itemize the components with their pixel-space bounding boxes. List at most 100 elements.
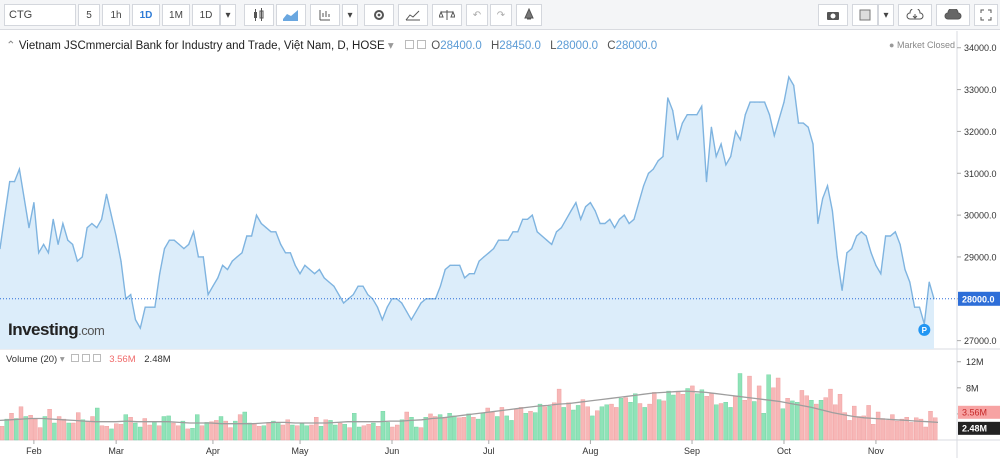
volume-bar <box>328 420 333 441</box>
price-tick-label: 31000.0 <box>964 169 997 179</box>
market-status-text: Market Closed <box>896 40 955 50</box>
volume-bar <box>775 377 781 441</box>
brand-suffix: .com <box>78 323 105 338</box>
volume-bar <box>580 399 586 441</box>
area-chart-icon[interactable] <box>276 4 306 26</box>
price-point <box>420 302 422 304</box>
volume-bar <box>333 424 338 441</box>
indicators-chevron-icon[interactable]: ▾ <box>342 4 358 26</box>
layout-chevron-icon[interactable]: ▾ <box>878 4 894 26</box>
visibility-icon[interactable] <box>417 40 427 49</box>
price-point <box>778 118 780 120</box>
volume-settings-icon[interactable] <box>71 354 80 362</box>
volume-chevron-icon[interactable]: ▾ <box>59 354 65 365</box>
volume-bar <box>418 427 424 441</box>
cloud-download-icon[interactable] <box>898 4 932 26</box>
volume-bar <box>204 422 209 441</box>
scale-icon[interactable] <box>432 4 462 26</box>
price-point <box>241 252 243 254</box>
volume-bar <box>866 405 871 441</box>
title-chevron-icon[interactable]: ▾ <box>387 40 394 52</box>
volume-bar <box>228 427 233 441</box>
interval-1m-button[interactable]: 1M <box>162 4 190 26</box>
volume-bar <box>652 392 657 441</box>
volume-bar <box>814 403 819 441</box>
price-point <box>546 239 548 241</box>
interval-5-button[interactable]: 5 <box>78 4 100 26</box>
price-point <box>860 231 863 233</box>
volume-bar <box>304 425 309 441</box>
gear-icon[interactable] <box>364 4 394 26</box>
volume-visibility-icon[interactable] <box>81 354 90 362</box>
fullscreen-square-icon[interactable] <box>852 4 878 26</box>
expand-icon[interactable] <box>974 4 998 26</box>
price-point <box>735 130 737 132</box>
price-point <box>101 218 103 220</box>
volume-bar <box>890 414 895 441</box>
price-point <box>526 218 529 220</box>
price-line <box>0 75 935 330</box>
volume-bar <box>337 422 343 441</box>
volume-bar <box>885 420 890 441</box>
collapse-icon[interactable]: ⌃ <box>6 40 16 52</box>
price-point <box>96 227 98 229</box>
redo-icon[interactable]: ↷ <box>490 4 512 26</box>
symbol-input[interactable]: CTG <box>4 4 76 26</box>
price-point <box>599 222 601 225</box>
close-value: 28000.0 <box>615 40 658 52</box>
chevron-down-icon[interactable]: ▾ <box>220 4 236 26</box>
price-point <box>212 285 214 287</box>
price-point <box>459 264 461 266</box>
volume-bar <box>276 422 281 441</box>
interval-dropdown[interactable]: 1D <box>192 4 220 26</box>
price-point <box>773 135 775 137</box>
volume-ma-line <box>0 390 939 425</box>
price-point <box>33 202 35 204</box>
volume-bar <box>833 404 838 441</box>
volume-bar <box>252 423 257 441</box>
volume-bar <box>495 416 500 441</box>
price-tick-label: 30000.0 <box>964 211 997 221</box>
price-point <box>749 101 751 103</box>
volume-bar <box>290 424 295 441</box>
volume-close-icon[interactable] <box>92 354 101 362</box>
volume-bar <box>642 407 647 441</box>
price-point <box>885 235 887 237</box>
price-point <box>831 210 834 212</box>
interval-1h-button[interactable]: 1h <box>102 4 130 26</box>
price-point <box>638 202 640 204</box>
chart-area[interactable]: P 27000.0 28000.0 29000.0 30000.0 31000.0 320… <box>0 31 1000 458</box>
candlestick-icon[interactable] <box>244 4 274 26</box>
volume-bar <box>4 418 10 441</box>
cloud-upload-icon[interactable] <box>936 4 970 26</box>
settings-icon[interactable] <box>404 40 414 49</box>
interval-1d-button[interactable]: 1D <box>132 4 160 26</box>
volume-bar <box>809 400 814 441</box>
price-point <box>188 243 190 245</box>
camera-icon[interactable] <box>818 4 848 26</box>
compare-icon[interactable] <box>398 4 428 26</box>
volume-pane <box>0 373 939 441</box>
price-point <box>72 243 74 245</box>
high-value: 28450.0 <box>499 40 541 52</box>
time-tick-label: May <box>292 446 310 456</box>
price-point <box>23 197 25 199</box>
last-price-badge <box>958 291 1000 306</box>
volume-bar <box>261 425 267 441</box>
price-point <box>797 122 800 124</box>
indicators-icon[interactable] <box>310 4 340 26</box>
volume-bar <box>799 390 805 441</box>
time-tick-label: Mar <box>108 446 124 456</box>
time-tick-label: Oct <box>777 446 792 456</box>
undo-icon[interactable]: ↶ <box>466 4 488 26</box>
volume-bar <box>780 408 786 441</box>
volume-bar <box>623 397 628 441</box>
price-point <box>144 306 146 308</box>
volume-bar <box>914 417 919 441</box>
volume-bar <box>537 403 543 441</box>
alert-icon[interactable] <box>516 4 542 26</box>
volume-bar <box>847 420 852 441</box>
volume-bar <box>61 418 67 441</box>
price-area-fill <box>0 77 934 349</box>
price-point <box>168 239 170 241</box>
